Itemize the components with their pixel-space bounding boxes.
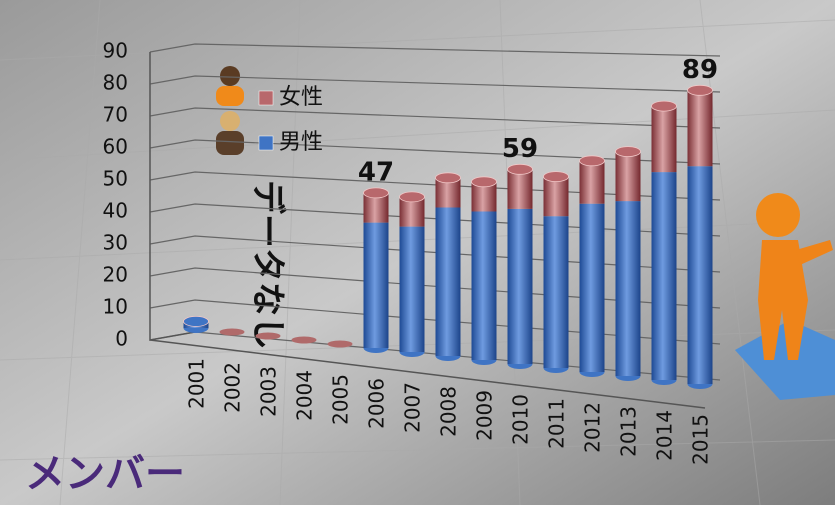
bar-cap bbox=[652, 101, 677, 111]
bar-segment bbox=[472, 212, 497, 361]
chart: メンバー データなし 0 10 20 30 40 50 60 70 80 90 2001 2002 20… bbox=[0, 0, 835, 505]
x-tick-label: 2011 bbox=[545, 398, 569, 449]
bar-segment bbox=[688, 90, 713, 166]
legend-label: 男性 bbox=[279, 130, 323, 155]
bar-segment bbox=[652, 172, 677, 380]
bar-segment bbox=[580, 161, 605, 204]
y-tick-label: 0 bbox=[115, 327, 128, 351]
legend-swatch bbox=[259, 136, 273, 150]
x-tick-label: 2001 bbox=[185, 358, 209, 409]
bar-segment bbox=[400, 227, 425, 352]
x-tick-label: 2006 bbox=[365, 378, 389, 429]
x-tick-label: 2003 bbox=[257, 366, 281, 417]
annotation: データなし bbox=[248, 180, 288, 350]
bar-cap bbox=[400, 192, 425, 202]
page: {"chart_data": {"type": "bar", "stacked"… bbox=[0, 0, 835, 505]
legend-label: 女性 bbox=[279, 85, 323, 110]
x-tick-label: 2005 bbox=[329, 374, 353, 425]
bar-cap bbox=[688, 85, 713, 95]
y-tick-label: 90 bbox=[103, 39, 128, 63]
bar-segment bbox=[364, 223, 389, 348]
x-tick-label: 2010 bbox=[509, 394, 533, 445]
bar-segment bbox=[544, 216, 569, 368]
bar-segment bbox=[688, 166, 713, 384]
x-tick-label: 2015 bbox=[689, 414, 713, 465]
bar-segment bbox=[616, 201, 641, 376]
y-tick-label: 60 bbox=[103, 135, 128, 159]
y-tick-label: 10 bbox=[103, 295, 128, 319]
x-tick-label: 2009 bbox=[473, 390, 497, 441]
y-tick-label: 20 bbox=[103, 263, 128, 287]
bar-cap bbox=[508, 164, 533, 174]
x-tick-label: 2004 bbox=[293, 370, 317, 421]
bar-cap bbox=[436, 173, 461, 183]
bar-cap bbox=[580, 156, 605, 166]
bar-segment bbox=[616, 152, 641, 202]
bar-cap bbox=[364, 188, 389, 198]
chart-title: メンバー bbox=[25, 451, 185, 497]
y-tick-label: 80 bbox=[103, 71, 128, 95]
empty-disc bbox=[256, 333, 281, 340]
bar-segment bbox=[652, 106, 677, 172]
y-tick-label: 50 bbox=[103, 167, 128, 191]
bar-segment bbox=[580, 204, 605, 372]
y-tick-label: 70 bbox=[103, 103, 128, 127]
total-label: 47 bbox=[358, 157, 394, 187]
empty-disc bbox=[220, 329, 245, 336]
y-tick-label: 40 bbox=[103, 199, 128, 223]
x-tick-label: 2007 bbox=[401, 382, 425, 433]
bar-cap bbox=[472, 177, 497, 187]
y-tick-label: 30 bbox=[103, 231, 128, 255]
x-tick-label: 2013 bbox=[617, 406, 641, 457]
x-tick-label: 2012 bbox=[581, 402, 605, 453]
x-tick-label: 2014 bbox=[653, 410, 677, 461]
bar-cap bbox=[184, 316, 209, 326]
x-tick-label: 2002 bbox=[221, 362, 245, 413]
legend-swatch bbox=[259, 91, 273, 105]
bar-cap bbox=[616, 147, 641, 157]
bar-segment bbox=[508, 209, 533, 364]
bar-segment bbox=[508, 169, 533, 209]
bar-segment bbox=[544, 177, 569, 217]
empty-disc bbox=[292, 337, 317, 344]
total-label: 89 bbox=[682, 55, 718, 85]
bar-cap bbox=[544, 172, 569, 182]
empty-disc bbox=[328, 341, 353, 348]
x-tick-label: 2008 bbox=[437, 386, 461, 437]
total-label: 59 bbox=[502, 134, 538, 164]
bar-segment bbox=[436, 208, 461, 357]
